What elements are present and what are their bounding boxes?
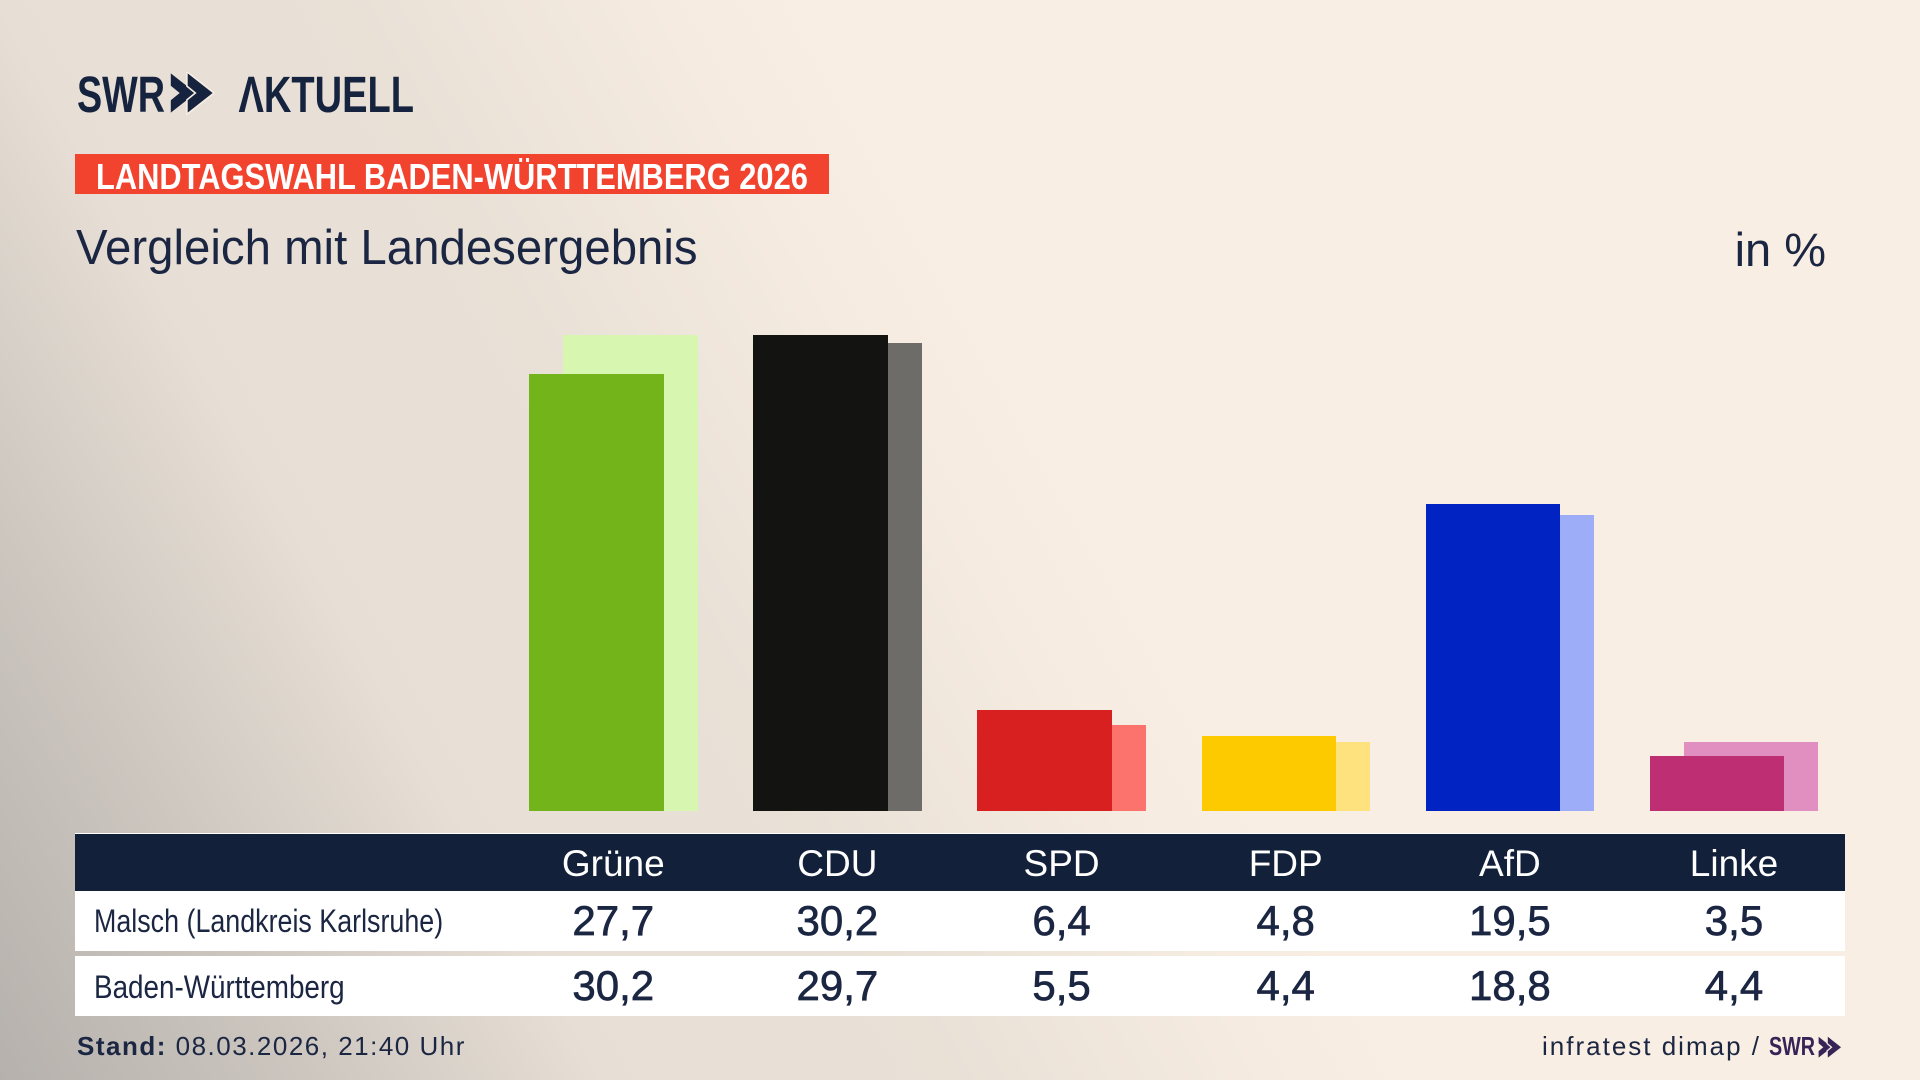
svg-text:SWR: SWR [77, 72, 165, 116]
svg-text:ΛKTUELL: ΛKTUELL [239, 72, 415, 116]
svg-text:SWR: SWR [1769, 1036, 1815, 1061]
